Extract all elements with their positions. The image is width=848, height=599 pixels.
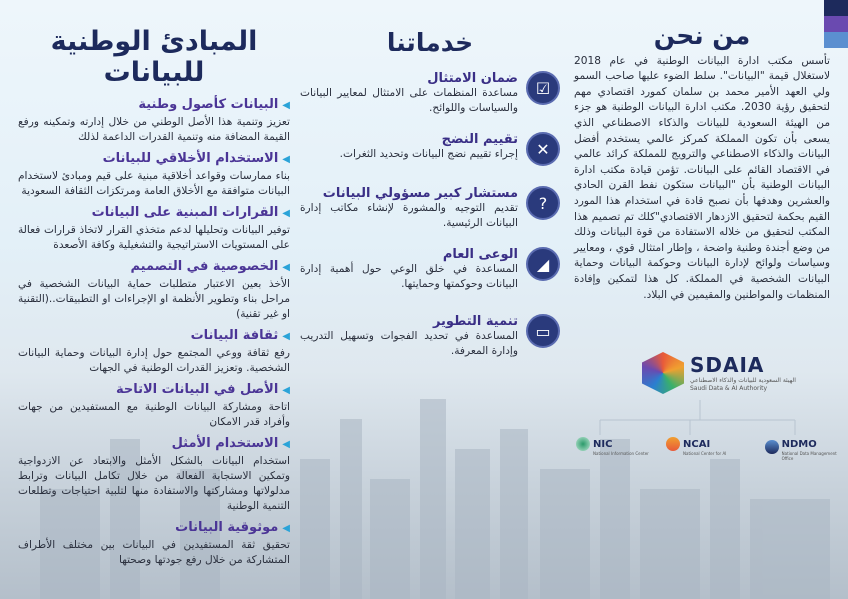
principle-desc: تحقيق ثقة المستفيدين في البيانات بين مخت… [18, 539, 290, 566]
principle-desc: الأخذ بعين الاعتبار متطلبات حماية البيان… [18, 278, 290, 320]
principle-item: ◀ثقافة البيانات رفع ثقافة ووعي المجتمع حو… [18, 327, 290, 376]
principle-desc: اتاحة ومشاركة البيانات الوطنية مع المستف… [18, 401, 290, 428]
principle-item: ◀الأصل في البيانات الاتاحة اتاحة ومشاركة … [18, 381, 290, 430]
triangle-bullet-icon: ◀ [282, 262, 290, 273]
ndmo-subtitle: National Data Management Office [781, 451, 837, 461]
principle-title: ثقافة البيانات [190, 328, 279, 343]
sdaia-logo: SDAIA الهيئة السعودية للبيانات والذكاء ال… [642, 352, 796, 394]
service-title: مستشار كبير مسؤولي البيانات [322, 186, 518, 201]
principle-desc: تعزيز وتنمية هذا الأصل الوطني من خلال إد… [18, 116, 290, 143]
org-chart-lines [599, 400, 796, 435]
principle-item: ◀موثوقية البيانات تحقيق ثقة المستفيدين في… [18, 519, 290, 568]
training-board-icon: ▭ [526, 314, 560, 348]
principle-title: موثوقية البيانات [175, 520, 279, 535]
ncai-subtitle: National Center for AI [683, 451, 727, 456]
service-item: ◢ الوعى العام المساعدة في خلق الوعي حول أه… [300, 247, 560, 292]
about-body: تأسس مكتب ادارة البيانات الوطنية في عام … [574, 54, 830, 301]
triangle-bullet-icon: ◀ [282, 331, 290, 342]
principle-title: الخصوصية في التصميم [130, 259, 279, 274]
services-title: خدماتنا [386, 28, 474, 57]
sdaia-arabic: الهيئة السعودية للبيانات والذكاء الاصطنا… [690, 377, 796, 384]
service-item: ? مستشار كبير مسؤولي البيانات تقديم التوجي… [300, 186, 560, 231]
sdaia-name: SDAIA [690, 353, 765, 377]
service-item: ☑ ضمان الامتثال مساعدة المنظمات على الامتث… [300, 71, 560, 116]
about-title: من نحن [653, 21, 751, 50]
triangle-bullet-icon: ◀ [282, 100, 290, 111]
ndmo-emblem-icon [765, 439, 779, 454]
principle-title: الاستخدام الأخلاقي للبيانات [102, 151, 279, 166]
service-title: الوعى العام [442, 247, 518, 262]
service-title: تقييم النضج [441, 132, 518, 147]
principle-item: ◀الاستخدام الأمثل استخدام البيانات بالشكل… [18, 435, 290, 514]
principle-desc: توفير البيانات وتحليلها لدعم متخذي القرا… [18, 224, 290, 251]
principle-item: ◀الخصوصية في التصميم الأخذ بعين الاعتبار … [18, 258, 290, 322]
megaphone-icon: ◢ [526, 247, 560, 281]
nic-emblem-icon [576, 437, 590, 451]
sdaia-cube-icon [642, 352, 684, 394]
principle-title: الاستخدام الأمثل [171, 436, 279, 451]
nic-subtitle: National Information Center [593, 451, 649, 456]
principle-desc: بناء ممارسات وقواعد أخلاقية مبنية على قي… [18, 170, 290, 197]
service-item: ✕ تقييم النضج إجراء تقييم نضج البيانات وتح… [300, 132, 560, 166]
service-desc: المساعدة في تحديد الفجوات وتسهيل التدريب… [300, 330, 518, 357]
about-section: من نحن تأسس مكتب ادارة البيانات الوطنية … [574, 21, 830, 303]
service-title: تنمية التطوير [432, 314, 518, 329]
triangle-bullet-icon: ◀ [282, 208, 290, 219]
principle-desc: استخدام البيانات بالشكل الأمثل والابتعاد… [18, 455, 290, 512]
principles-title: المبادئ الوطنية للبيانات [50, 26, 258, 88]
principles-section: المبادئ الوطنية للبيانات ◀البيانات كأصول… [18, 26, 290, 573]
principle-title: القرارات المبنية على البيانات [91, 205, 279, 220]
principle-title: الأصل في البيانات الاتاحة [115, 382, 279, 397]
triangle-bullet-icon: ◀ [282, 439, 290, 450]
logos-area: SDAIA الهيئة السعودية للبيانات والذكاء ال… [560, 350, 848, 461]
service-desc: تقديم التوجيه والمشورة لإنشاء مكاتب إدار… [300, 202, 518, 229]
ncai-name: NCAI [683, 439, 711, 450]
principle-item: ◀البيانات كأصول وطنية تعزيز وتنمية هذا ال… [18, 96, 290, 145]
service-desc: إجراء تقييم نضج البيانات وتحديد الثغرات. [339, 148, 518, 160]
service-desc: المساعدة في خلق الوعي حول أهمية إدارة ال… [300, 263, 518, 290]
nic-name: NIC [593, 439, 613, 450]
principle-item: ◀الاستخدام الأخلاقي للبيانات بناء ممارسات… [18, 150, 290, 199]
clipboard-checklist-icon: ☑ [526, 71, 560, 105]
principle-desc: رفع ثقافة ووعي المجتمع حول إدارة البيانا… [18, 347, 290, 374]
ncai-logo: NCAI National Center for AI [666, 432, 726, 456]
consultation-group-icon: ? [526, 186, 560, 220]
ncai-emblem-icon [666, 437, 680, 451]
sdaia-english: Saudi Data & AI Authority [690, 385, 768, 392]
strategy-board-icon: ✕ [526, 132, 560, 166]
services-section: خدماتنا ☑ ضمان الامتثال مساعدة المنظمات عل… [300, 28, 560, 375]
triangle-bullet-icon: ◀ [282, 154, 290, 165]
triangle-bullet-icon: ◀ [282, 385, 290, 396]
principle-title: البيانات كأصول وطنية [138, 97, 279, 112]
nic-logo: NIC National Information Center [576, 432, 649, 456]
service-desc: مساعدة المنظمات على الامتثال لمعايير الب… [300, 87, 518, 114]
principle-item: ◀القرارات المبنية على البيانات توفير البي… [18, 204, 290, 253]
ndmo-name: NDMO [781, 439, 817, 450]
decorative-stripes [824, 0, 848, 48]
service-title: ضمان الامتثال [427, 71, 518, 86]
ndmo-logo: NDMO National Data Management Office [765, 432, 848, 461]
service-item: ▭ تنمية التطوير المساعدة في تحديد الفجوات … [300, 314, 560, 359]
triangle-bullet-icon: ◀ [282, 523, 290, 534]
